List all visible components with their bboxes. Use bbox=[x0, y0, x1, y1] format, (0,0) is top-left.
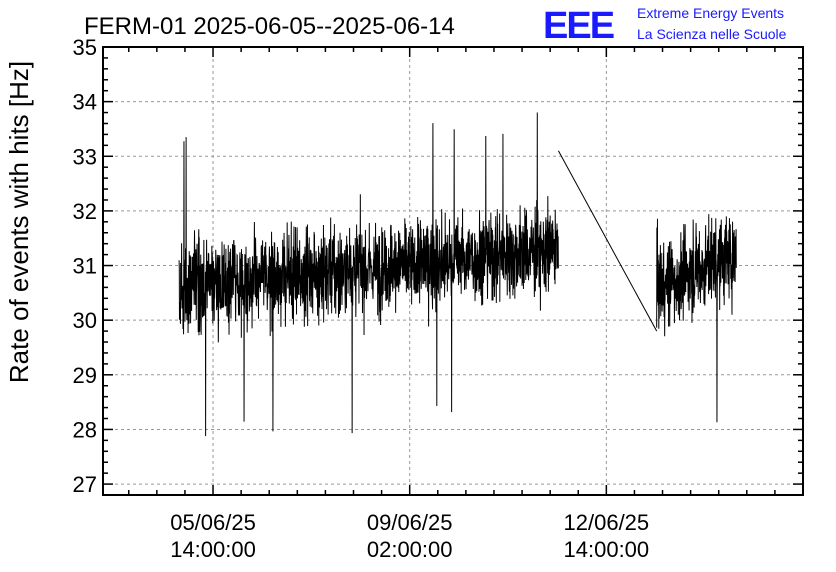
y-axis-label: Rate of events with hits [Hz] bbox=[4, 61, 34, 383]
y-tick-label: 33 bbox=[73, 144, 97, 169]
series-segment-3 bbox=[656, 214, 737, 423]
x-tick-time-label: 14:00:00 bbox=[564, 537, 650, 562]
y-tick-label: 34 bbox=[73, 90, 97, 115]
y-tick-label: 31 bbox=[73, 254, 97, 279]
logo-line2: La Scienza nelle Scuole bbox=[637, 26, 787, 42]
y-tick-label: 29 bbox=[73, 363, 97, 388]
x-tick-time-label: 02:00:00 bbox=[367, 537, 453, 562]
logo-mark: EEE bbox=[543, 5, 614, 47]
y-tick-label: 35 bbox=[73, 35, 97, 60]
chart-title: FERM-01 2025-06-05--2025-06-14 bbox=[84, 13, 455, 40]
x-tick-time-label: 14:00:00 bbox=[170, 537, 256, 562]
series-segment-1 bbox=[178, 112, 559, 437]
x-tick-date-label: 12/06/25 bbox=[564, 510, 650, 535]
y-tick-label: 28 bbox=[73, 417, 97, 442]
plot-frame bbox=[102, 46, 804, 496]
y-tick-label: 30 bbox=[73, 308, 97, 333]
eee-logo: EEE Extreme Energy Events La Scienza nel… bbox=[543, 5, 787, 47]
y-tick-label: 32 bbox=[73, 199, 97, 224]
x-tick-date-label: 09/06/25 bbox=[367, 510, 453, 535]
x-tick-date-label: 05/06/25 bbox=[170, 510, 256, 535]
series-segment-2 bbox=[557, 150, 658, 332]
axes: 27282930313233343505/06/2514:00:0009/06/… bbox=[73, 35, 804, 562]
y-tick-label: 27 bbox=[73, 472, 97, 497]
data-series bbox=[178, 112, 737, 437]
logo-line1: Extreme Energy Events bbox=[637, 5, 784, 21]
